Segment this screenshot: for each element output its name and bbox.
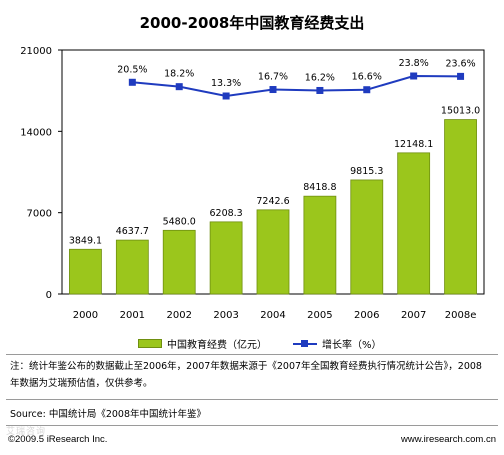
growth-value-label: 16.6%: [352, 72, 382, 83]
x-tick-label: 2005: [307, 310, 332, 321]
x-tick-label: 2001: [120, 310, 145, 321]
growth-value-label: 20.5%: [117, 64, 147, 75]
growth-value-label: 18.2%: [164, 69, 194, 80]
x-tick-label: 2006: [354, 310, 379, 321]
growth-point: [128, 78, 136, 86]
bar: [444, 119, 477, 295]
growth-value-label: 23.6%: [445, 58, 475, 69]
bar-value-label: 7242.6: [256, 196, 289, 207]
bar: [69, 248, 102, 295]
bar-value-label: 6208.3: [209, 208, 242, 219]
bar: [397, 152, 431, 295]
bar-value-label: 5480.0: [163, 216, 196, 227]
legend-label-growth-rate: 增长率（%）: [322, 340, 382, 351]
bar-value-label: 12148.1: [394, 139, 433, 150]
bar: [350, 179, 384, 295]
copyright-text: ©2009.5 iResearch Inc.: [8, 434, 108, 445]
y-tick-label: 21000: [20, 46, 52, 57]
legend-line-swatch: [293, 339, 317, 349]
bar-value-label: 3849.1: [69, 235, 102, 246]
x-tick-label: 2000: [73, 310, 98, 321]
divider-top: [6, 354, 498, 355]
source-text: Source: 中国统计局《2008年中国统计年鉴》: [10, 409, 207, 420]
bar-value-label: 9815.3: [350, 166, 383, 177]
bar-value-label: 8418.8: [303, 182, 336, 193]
divider-middle: [6, 399, 498, 400]
bar: [209, 221, 243, 295]
bar: [115, 239, 149, 295]
x-tick-label: 2008e: [445, 310, 477, 321]
y-tick-label: 7000: [27, 209, 52, 220]
growth-line: [132, 74, 461, 98]
legend-label-education-expenditure: 中国教育经费（亿元）: [167, 340, 267, 351]
x-tick-label: 2007: [401, 310, 426, 321]
y-tick-label: 0: [46, 290, 52, 301]
legend-bar-swatch: [138, 339, 162, 348]
growth-value-label: 13.3%: [211, 78, 241, 89]
growth-point: [222, 92, 230, 100]
bar: [303, 195, 337, 295]
legend-item-education-expenditure: 中国教育经费（亿元）: [138, 336, 267, 351]
growth-value-label: 16.7%: [258, 72, 288, 83]
growth-point: [363, 86, 371, 94]
chart-area: 0 7000 14000 21000 3849.1 2000 4637.7 2001 5480.…: [20, 46, 485, 321]
bar: [256, 209, 290, 295]
x-tick-label: 2003: [213, 310, 238, 321]
growth-value-label: 23.8%: [399, 58, 429, 69]
growth-point: [175, 83, 183, 91]
bar: [162, 229, 196, 295]
x-tick-label: 2004: [260, 310, 285, 321]
website-text: www.iresearch.com.cn: [400, 434, 496, 445]
bar-value-label: 15013.0: [441, 106, 480, 117]
growth-point: [410, 72, 418, 80]
watermark-logo: 艾瑞咨询: [6, 427, 47, 437]
growth-point: [269, 86, 277, 94]
growth-value-label: 16.2%: [305, 72, 335, 83]
chart-title: 2000-2008年中国教育经费支出: [139, 14, 365, 32]
growth-point: [457, 72, 465, 80]
divider-bottom: [6, 425, 498, 426]
chart-legend: 中国教育经费（亿元） 增长率（%）: [138, 336, 408, 351]
growth-point: [316, 86, 324, 94]
footnote: 注：统计年鉴公布的数据截止至2006年，2007年数据来源于《2007年全国教育…: [10, 361, 482, 389]
bar-value-label: 4637.7: [116, 226, 149, 237]
legend-item-growth-rate: 增长率（%）: [293, 336, 382, 351]
y-tick-label: 14000: [20, 127, 52, 138]
x-tick-label: 2002: [166, 310, 191, 321]
